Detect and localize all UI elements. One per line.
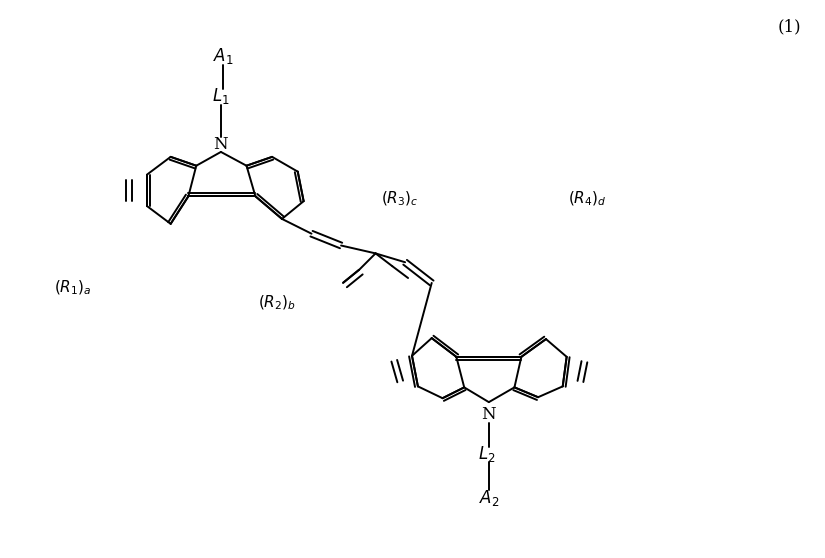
Text: $A_2$: $A_2$ — [478, 488, 499, 508]
Text: $(R_3)_c$: $(R_3)_c$ — [381, 190, 419, 208]
Text: $L_1$: $L_1$ — [212, 86, 229, 106]
Text: N: N — [482, 406, 496, 424]
Text: $(R_1)_a$: $(R_1)_a$ — [54, 278, 92, 297]
Text: $(R_4)_d$: $(R_4)_d$ — [568, 190, 606, 208]
Text: $A_1$: $A_1$ — [213, 46, 233, 66]
Text: (1): (1) — [777, 18, 801, 35]
Text: $L_2$: $L_2$ — [478, 444, 496, 464]
Text: N: N — [214, 136, 229, 152]
Text: $(R_2)_b$: $(R_2)_b$ — [258, 294, 296, 312]
